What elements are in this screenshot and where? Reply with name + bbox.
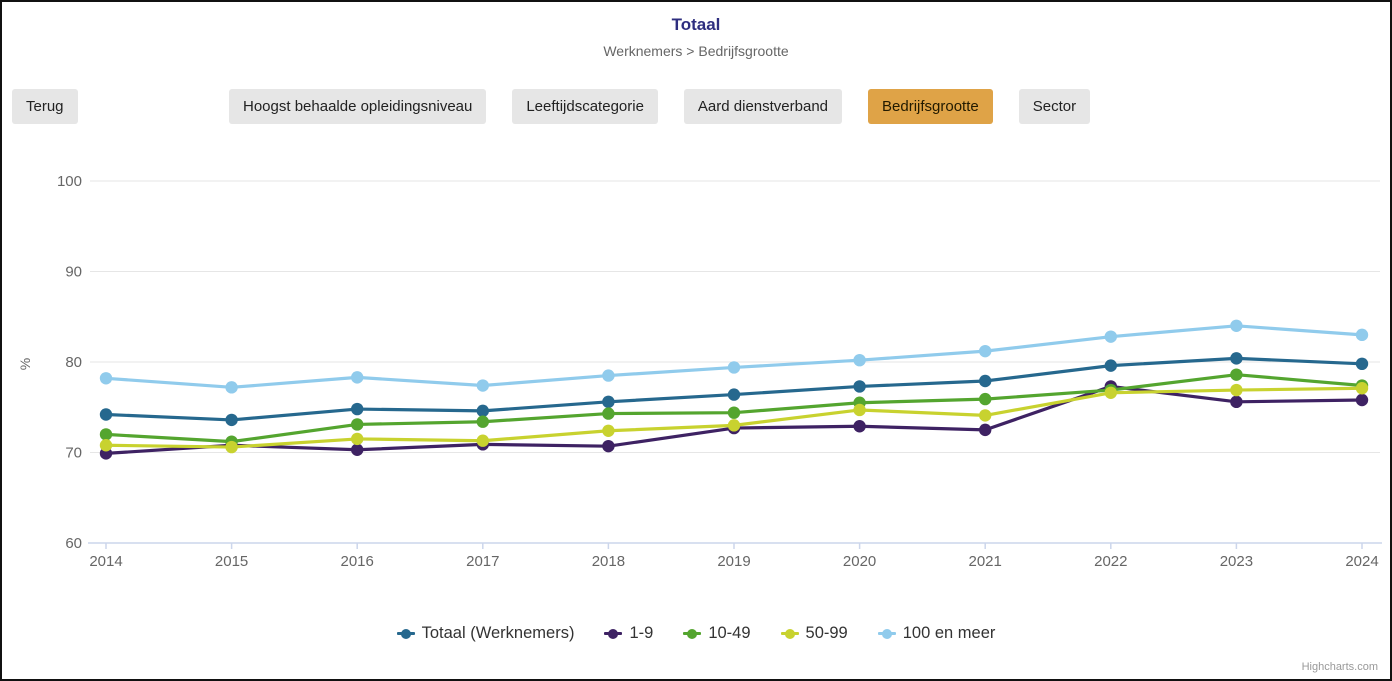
data-point[interactable]: [1105, 359, 1117, 371]
data-point[interactable]: [853, 380, 865, 392]
x-tick-label: 2021: [969, 553, 1002, 570]
breadcrumb: Werknemers > Bedrijfsgrootte: [2, 43, 1390, 59]
x-tick-label: 2023: [1220, 553, 1253, 570]
series-marker-icon: [683, 627, 701, 640]
x-tick-label: 2020: [843, 553, 876, 570]
data-point[interactable]: [602, 396, 614, 408]
data-point[interactable]: [1356, 358, 1368, 370]
data-point[interactable]: [602, 369, 614, 381]
back-button[interactable]: Terug: [12, 89, 78, 124]
data-point[interactable]: [100, 408, 112, 420]
data-point[interactable]: [853, 354, 865, 366]
data-point[interactable]: [1105, 330, 1117, 342]
legend-item-1-9[interactable]: 1-9: [604, 624, 653, 643]
data-point[interactable]: [1356, 394, 1368, 406]
highcharts-credit[interactable]: Highcharts.com: [1302, 661, 1378, 673]
data-point[interactable]: [1230, 368, 1242, 380]
data-point[interactable]: [1230, 396, 1242, 408]
legend-item-10-49[interactable]: 10-49: [683, 624, 750, 643]
chart-window: Totaal Werknemers > Bedrijfsgrootte Teru…: [0, 0, 1392, 681]
x-tick-label: 2018: [592, 553, 625, 570]
y-tick-label: 80: [65, 354, 82, 371]
data-point[interactable]: [351, 418, 363, 430]
page-title: Totaal: [2, 15, 1390, 35]
legend-label: 50-99: [806, 624, 848, 643]
data-point[interactable]: [728, 406, 740, 418]
button-leeftijdscategorie[interactable]: Leeftijdscategorie: [512, 89, 658, 124]
data-point[interactable]: [728, 361, 740, 373]
legend-label: 10-49: [708, 624, 750, 643]
data-point[interactable]: [351, 444, 363, 456]
data-point[interactable]: [979, 375, 991, 387]
x-tick-label: 2022: [1094, 553, 1127, 570]
data-point[interactable]: [351, 371, 363, 383]
data-point[interactable]: [100, 439, 112, 451]
plot-area: 60 70 80 90 100 2014 2015 2016 2017 2018 2019 2020 2…: [2, 152, 1392, 622]
y-tick-label: 70: [65, 445, 82, 462]
legend-item-totaal[interactable]: Totaal (Werknemers): [397, 624, 575, 643]
button-aard-dienstverband[interactable]: Aard dienstverband: [684, 89, 842, 124]
data-point[interactable]: [1230, 352, 1242, 364]
data-point[interactable]: [351, 433, 363, 445]
button-opleidingsniveau[interactable]: Hoogst behaalde opleidingsniveau: [229, 89, 486, 124]
data-point[interactable]: [979, 424, 991, 436]
data-point[interactable]: [1230, 384, 1242, 396]
y-tick-label: 100: [57, 173, 82, 190]
x-tick-label: 2016: [341, 553, 374, 570]
data-point[interactable]: [979, 409, 991, 421]
y-tick-label: 90: [65, 264, 82, 281]
series-marker-icon: [878, 627, 896, 640]
data-point[interactable]: [853, 404, 865, 416]
x-tick-label: 2017: [466, 553, 499, 570]
dimension-buttons: Hoogst behaalde opleidingsniveau Leeftij…: [229, 89, 1090, 124]
series-line-100-en-meer: [106, 326, 1362, 388]
data-point[interactable]: [1105, 387, 1117, 399]
series-marker-icon: [604, 627, 622, 640]
x-tick-label: 2015: [215, 553, 248, 570]
data-point[interactable]: [477, 416, 489, 428]
data-point[interactable]: [100, 428, 112, 440]
data-point[interactable]: [225, 441, 237, 453]
toolbar: Terug Hoogst behaalde opleidingsniveau L…: [2, 89, 1390, 127]
data-point[interactable]: [477, 379, 489, 391]
x-tick-label: 2014: [89, 553, 122, 570]
data-point[interactable]: [728, 419, 740, 431]
data-point[interactable]: [728, 388, 740, 400]
legend-label: 1-9: [629, 624, 653, 643]
y-axis-label: %: [17, 358, 33, 370]
y-tick-label: 60: [65, 535, 82, 552]
data-point[interactable]: [225, 414, 237, 426]
x-tick-label: 2019: [717, 553, 750, 570]
data-point[interactable]: [1356, 382, 1368, 394]
x-tick-label: 2024: [1345, 553, 1378, 570]
data-point[interactable]: [602, 407, 614, 419]
data-point[interactable]: [477, 405, 489, 417]
data-point[interactable]: [979, 393, 991, 405]
series-marker-icon: [781, 627, 799, 640]
data-point[interactable]: [477, 435, 489, 447]
data-point[interactable]: [602, 425, 614, 437]
line-chart: 60 70 80 90 100 2014 2015 2016 2017 2018 2019 2020 2…: [2, 152, 1392, 622]
data-point[interactable]: [100, 372, 112, 384]
legend-item-100-en-meer[interactable]: 100 en meer: [878, 624, 996, 643]
legend-item-50-99[interactable]: 50-99: [781, 624, 848, 643]
button-sector[interactable]: Sector: [1019, 89, 1090, 124]
data-point[interactable]: [1356, 329, 1368, 341]
data-point[interactable]: [351, 403, 363, 415]
legend-label: 100 en meer: [903, 624, 996, 643]
legend-label: Totaal (Werknemers): [422, 624, 575, 643]
data-point[interactable]: [979, 345, 991, 357]
data-point[interactable]: [853, 420, 865, 432]
series-marker-icon: [397, 627, 415, 640]
data-point[interactable]: [1230, 320, 1242, 332]
chart-legend: Totaal (Werknemers) 1-9 10-49 50-99 100 …: [2, 624, 1390, 643]
data-point[interactable]: [602, 440, 614, 452]
data-point[interactable]: [225, 381, 237, 393]
button-bedrijfsgrootte[interactable]: Bedrijfsgrootte: [868, 89, 993, 124]
